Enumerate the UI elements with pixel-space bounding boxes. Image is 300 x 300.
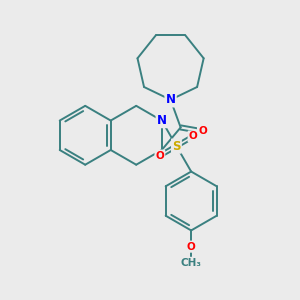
Text: O: O [187, 242, 196, 252]
Text: O: O [198, 126, 207, 136]
Text: N: N [157, 114, 167, 127]
Text: CH₃: CH₃ [181, 258, 202, 268]
Text: S: S [172, 140, 181, 153]
Text: O: O [189, 131, 197, 142]
Text: N: N [166, 93, 176, 106]
Text: O: O [155, 151, 164, 160]
